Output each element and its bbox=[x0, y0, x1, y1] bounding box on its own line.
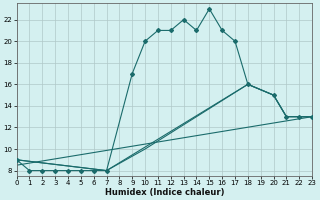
X-axis label: Humidex (Indice chaleur): Humidex (Indice chaleur) bbox=[105, 188, 224, 197]
